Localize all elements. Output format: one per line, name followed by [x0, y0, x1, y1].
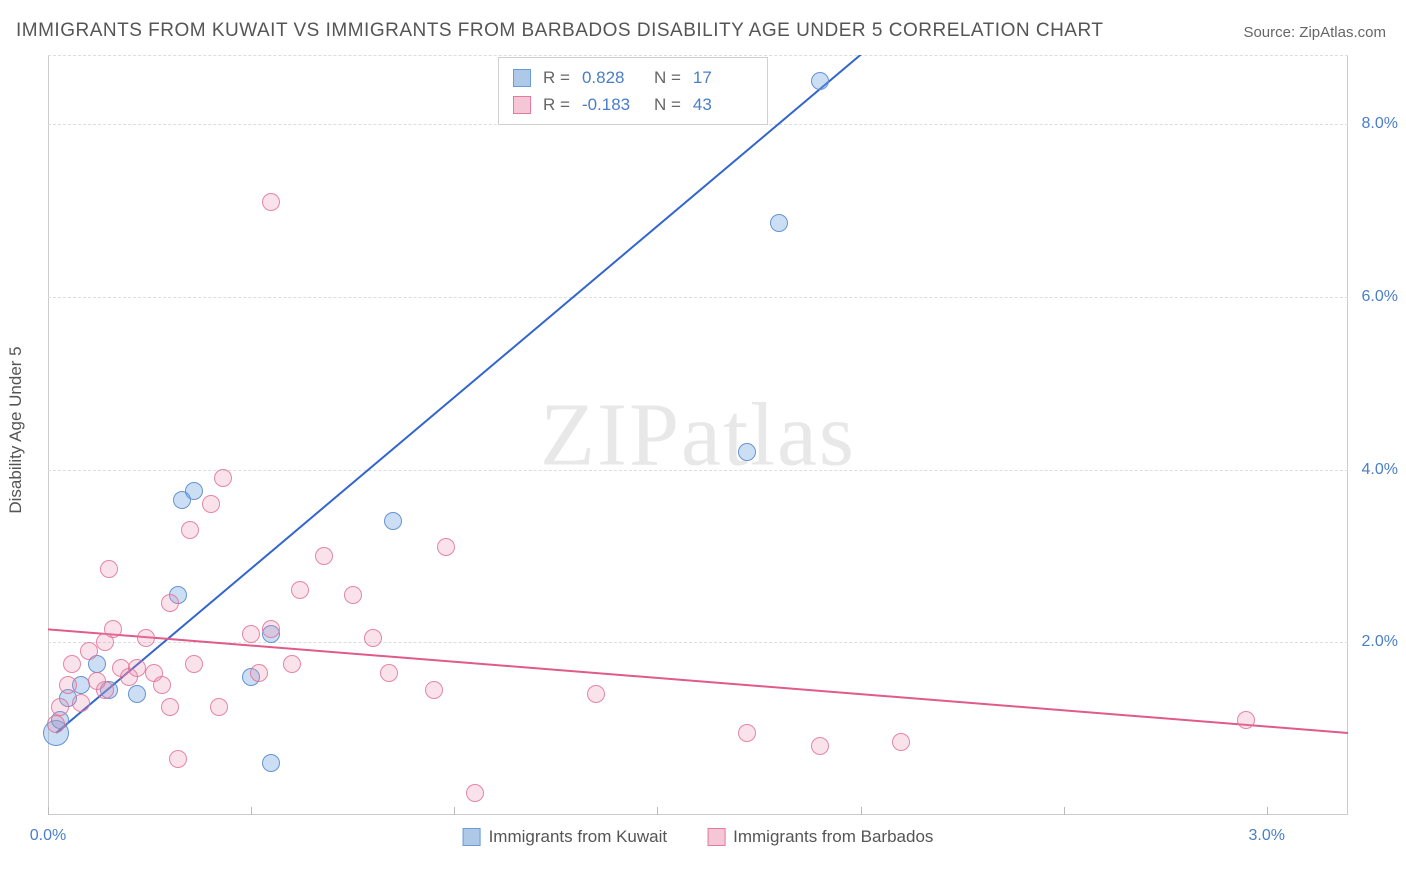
- legend-swatch-blue: [463, 828, 481, 846]
- stats-r-label: R =: [543, 64, 570, 91]
- marker-barbados: [169, 750, 187, 768]
- watermark: ZIPatlas: [540, 384, 856, 487]
- x-tick: [1064, 807, 1065, 815]
- trend-line: [56, 55, 881, 733]
- marker-barbados: [96, 681, 114, 699]
- grid-line: [48, 297, 1348, 298]
- marker-barbados: [262, 193, 280, 211]
- marker-barbados: [587, 685, 605, 703]
- marker-barbados: [161, 594, 179, 612]
- marker-barbados: [1237, 711, 1255, 729]
- trend-lines: [48, 55, 1348, 815]
- y-tick-label: 4.0%: [1362, 461, 1398, 479]
- stats-row-barbados: R = -0.183 N = 43: [513, 91, 753, 118]
- marker-kuwait: [811, 72, 829, 90]
- marker-barbados: [892, 733, 910, 751]
- marker-barbados: [100, 560, 118, 578]
- stats-box: R = 0.828 N = 17 R = -0.183 N = 43: [498, 57, 768, 125]
- marker-barbados: [437, 538, 455, 556]
- y-axis-line-right: [1347, 55, 1348, 815]
- marker-barbados: [242, 625, 260, 643]
- x-tick: [861, 807, 862, 815]
- stats-swatch-blue: [513, 69, 531, 87]
- marker-barbados: [283, 655, 301, 673]
- marker-barbados: [153, 676, 171, 694]
- y-tick-label: 6.0%: [1362, 288, 1398, 306]
- marker-barbados: [262, 620, 280, 638]
- marker-barbados: [210, 698, 228, 716]
- marker-barbados: [47, 715, 65, 733]
- stats-n-label: N =: [654, 64, 681, 91]
- chart-title: IMMIGRANTS FROM KUWAIT VS IMMIGRANTS FRO…: [16, 20, 1103, 42]
- x-tick: [48, 807, 49, 815]
- marker-barbados: [63, 655, 81, 673]
- marker-kuwait: [384, 512, 402, 530]
- marker-barbados: [214, 469, 232, 487]
- legend-item-kuwait: Immigrants from Kuwait: [463, 827, 668, 847]
- stats-n-label: N =: [654, 91, 681, 118]
- grid-line: [48, 55, 1348, 56]
- marker-kuwait: [262, 754, 280, 772]
- x-tick: [657, 807, 658, 815]
- legend-swatch-pink: [707, 828, 725, 846]
- x-tick: [1267, 807, 1268, 815]
- marker-barbados: [380, 664, 398, 682]
- x-tick: [251, 807, 252, 815]
- marker-barbados: [202, 495, 220, 513]
- marker-kuwait: [128, 685, 146, 703]
- marker-barbados: [128, 659, 146, 677]
- y-axis-line-left: [48, 55, 49, 815]
- legend-item-barbados: Immigrants from Barbados: [707, 827, 933, 847]
- y-tick-label: 2.0%: [1362, 633, 1398, 651]
- marker-barbados: [364, 629, 382, 647]
- marker-barbados: [185, 655, 203, 673]
- x-tick-label: 0.0%: [30, 827, 66, 845]
- marker-barbados: [344, 586, 362, 604]
- marker-kuwait: [738, 443, 756, 461]
- marker-barbados: [181, 521, 199, 539]
- chart-area: ZIPatlas 2.0%4.0%6.0%8.0%0.0%3.0% R = 0.…: [48, 55, 1348, 815]
- y-axis-label: Disability Age Under 5: [6, 346, 26, 513]
- marker-barbados: [291, 581, 309, 599]
- stats-swatch-pink: [513, 96, 531, 114]
- marker-kuwait: [770, 214, 788, 232]
- x-axis-line: [48, 814, 1348, 815]
- marker-barbados: [250, 664, 268, 682]
- marker-barbados: [104, 620, 122, 638]
- stats-n-kuwait: 17: [693, 64, 753, 91]
- stats-row-kuwait: R = 0.828 N = 17: [513, 64, 753, 91]
- grid-line: [48, 642, 1348, 643]
- marker-barbados: [811, 737, 829, 755]
- x-tick-label: 3.0%: [1249, 827, 1285, 845]
- stats-n-barbados: 43: [693, 91, 753, 118]
- stats-r-label: R =: [543, 91, 570, 118]
- marker-barbados: [51, 698, 69, 716]
- marker-barbados: [425, 681, 443, 699]
- marker-barbados: [466, 784, 484, 802]
- grid-line: [48, 470, 1348, 471]
- marker-barbados: [59, 676, 77, 694]
- marker-kuwait: [185, 482, 203, 500]
- source-label: Source: ZipAtlas.com: [1243, 24, 1386, 41]
- marker-barbados: [161, 698, 179, 716]
- marker-barbados: [137, 629, 155, 647]
- stats-r-barbados: -0.183: [582, 91, 642, 118]
- marker-barbados: [315, 547, 333, 565]
- legend-label-kuwait: Immigrants from Kuwait: [489, 827, 668, 847]
- legend: Immigrants from Kuwait Immigrants from B…: [463, 827, 934, 847]
- marker-barbados: [738, 724, 756, 742]
- legend-label-barbados: Immigrants from Barbados: [733, 827, 933, 847]
- x-tick: [454, 807, 455, 815]
- marker-barbados: [72, 694, 90, 712]
- marker-barbados: [80, 642, 98, 660]
- stats-r-kuwait: 0.828: [582, 64, 642, 91]
- y-tick-label: 8.0%: [1362, 115, 1398, 133]
